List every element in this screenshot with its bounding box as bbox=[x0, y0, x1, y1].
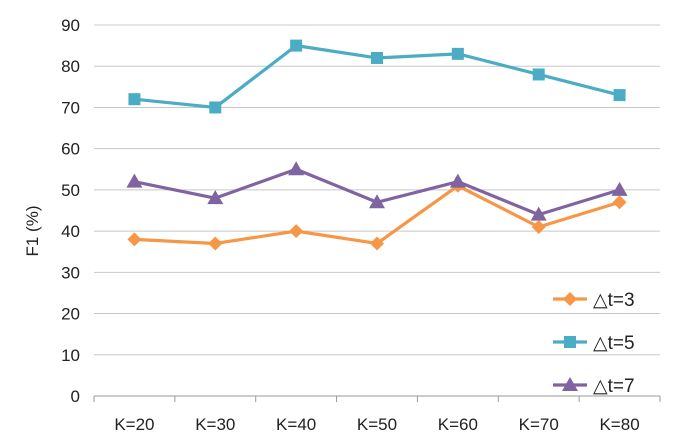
data-point bbox=[209, 101, 222, 114]
data-point bbox=[207, 190, 224, 205]
legend-item: △t=5 bbox=[553, 333, 635, 354]
data-point bbox=[612, 195, 627, 210]
y-axis-tick-labels: 0 10 20 30 40 50 60 70 80 90 bbox=[61, 16, 80, 406]
legend-marker bbox=[562, 377, 578, 391]
data-point bbox=[288, 161, 305, 176]
y-tick-label: 90 bbox=[61, 16, 80, 35]
data-point bbox=[289, 224, 304, 239]
legend-item: △t=7 bbox=[553, 376, 635, 397]
legend-label: △t=3 bbox=[593, 290, 635, 311]
data-point bbox=[611, 181, 628, 196]
y-axis-label: F1 (%) bbox=[23, 206, 42, 257]
data-point bbox=[532, 68, 545, 81]
data-point bbox=[126, 173, 143, 188]
legend-item: △t=3 bbox=[553, 290, 635, 311]
series-layer bbox=[126, 39, 628, 251]
data-point bbox=[451, 47, 464, 60]
data-point bbox=[371, 51, 383, 64]
series-2 bbox=[128, 39, 626, 114]
data-point bbox=[127, 232, 142, 247]
y-tick-label: 40 bbox=[61, 222, 80, 241]
x-tick-label: K=60 bbox=[438, 415, 478, 434]
x-tick-label: K=20 bbox=[114, 415, 154, 434]
x-tick-label: K=40 bbox=[276, 415, 316, 434]
y-tick-label: 70 bbox=[61, 98, 80, 117]
y-tick-label: 50 bbox=[61, 181, 80, 200]
x-tick-label: K=50 bbox=[357, 415, 397, 434]
legend-label: △t=5 bbox=[593, 333, 635, 354]
y-tick-label: 0 bbox=[71, 387, 80, 406]
y-tick-label: 80 bbox=[61, 57, 80, 76]
data-point bbox=[290, 39, 303, 52]
gridlines bbox=[94, 24, 660, 397]
y-tick-label: 30 bbox=[61, 263, 80, 282]
legend-marker bbox=[563, 292, 577, 306]
data-point bbox=[128, 93, 141, 106]
x-tick-label: K=80 bbox=[599, 415, 639, 434]
x-axis-tick-labels: K=20 K=30 K=40 K=50 K=60 K=70 K=80 bbox=[93, 396, 661, 434]
data-point bbox=[370, 236, 384, 251]
x-tick-label: K=30 bbox=[195, 415, 235, 434]
data-point bbox=[208, 236, 223, 251]
legend-marker bbox=[564, 336, 576, 348]
series-3 bbox=[126, 161, 628, 221]
data-point bbox=[531, 219, 546, 234]
y-tick-label: 10 bbox=[61, 346, 80, 365]
x-tick-label: K=70 bbox=[519, 415, 559, 434]
data-point bbox=[369, 194, 385, 209]
data-point bbox=[449, 173, 466, 188]
data-point bbox=[613, 89, 626, 102]
legend: △t=3 △t=5 △t=7 bbox=[553, 290, 635, 397]
legend-label: △t=7 bbox=[593, 376, 635, 397]
y-tick-label: 20 bbox=[61, 305, 80, 324]
y-tick-label: 60 bbox=[61, 140, 80, 159]
data-point bbox=[530, 206, 547, 221]
